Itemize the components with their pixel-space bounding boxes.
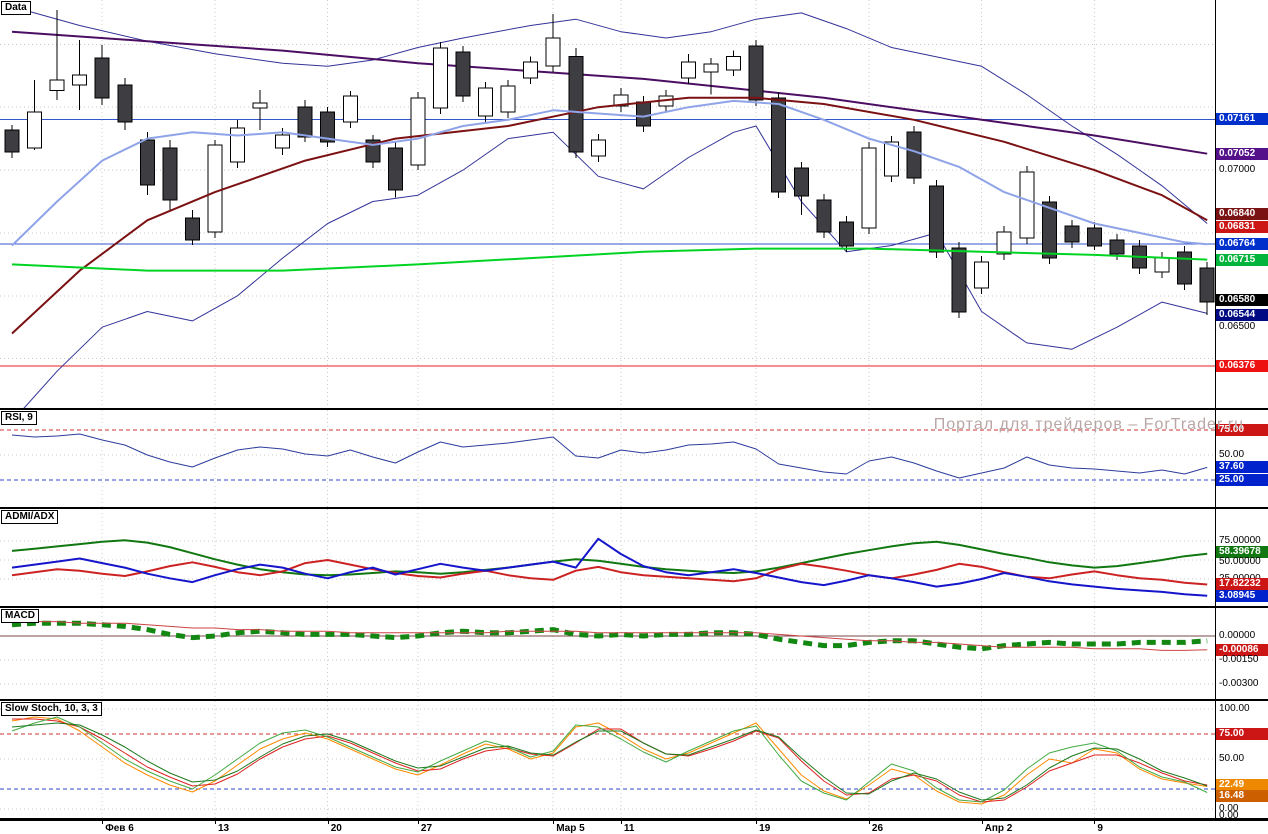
scale-value-tag: 0.07052 bbox=[1216, 147, 1268, 160]
panel-title-rsi: RSI, 9 bbox=[1, 411, 37, 425]
axis-tick-mark bbox=[756, 821, 758, 824]
scale-tick-label: 0.00000 bbox=[1219, 629, 1256, 641]
panel-slow-stoch[interactable]: Slow Stoch, 10, 3, 3 bbox=[0, 701, 1215, 818]
watermark: Портал для трейдеров – ForTrader.ru bbox=[933, 416, 1244, 433]
scale-value-tag: 0.07161 bbox=[1216, 113, 1268, 126]
scale-tick-label: 50.00000 bbox=[1219, 556, 1261, 568]
scale-value-tag: 16.48 bbox=[1216, 789, 1268, 802]
axis-tick-label: 13 bbox=[217, 823, 230, 834]
scale-tick-label: -0.00300 bbox=[1219, 677, 1259, 689]
scale-tick-label: 0.06500 bbox=[1219, 321, 1256, 333]
scale-value-tag: 17.82232 bbox=[1216, 578, 1268, 591]
scale-tick-label: 0.00 bbox=[1219, 810, 1239, 821]
scale-value-tag: 0.06544 bbox=[1216, 309, 1268, 322]
panel-separator[interactable] bbox=[0, 507, 1268, 509]
scale-tick-label: 0.07000 bbox=[1219, 164, 1256, 176]
axis-tick-mark bbox=[620, 821, 622, 824]
axis-tick-label: 9 bbox=[1097, 823, 1103, 834]
adx-canvas bbox=[0, 509, 1215, 606]
scale-value-tag: 3.08945 bbox=[1216, 589, 1268, 602]
scale-value-tag: 75.00 bbox=[1216, 728, 1268, 740]
axis-tick-mark bbox=[1094, 821, 1096, 824]
panel-rsi[interactable]: RSI, 9 bbox=[0, 410, 1215, 507]
scale-value-tag: 0.06840 bbox=[1216, 208, 1268, 221]
panel-admi-adx[interactable]: ADMI/ADX bbox=[0, 509, 1215, 606]
axis-tick-mark bbox=[417, 821, 419, 824]
panel-separator[interactable] bbox=[0, 818, 1268, 820]
time-axis[interactable]: Фев 6 13 20 27 Мар 5 11 19 26 Апр 2 9 bbox=[0, 820, 1268, 834]
axis-tick-label: 26 bbox=[871, 823, 884, 834]
panel-separator[interactable] bbox=[0, 408, 1268, 410]
panel-title-adx: ADMI/ADX bbox=[1, 510, 59, 524]
scale-value-tag: 0.06580 bbox=[1216, 294, 1268, 307]
scale-tick-label: 50.00 bbox=[1219, 753, 1245, 764]
axis-tick-mark bbox=[868, 821, 870, 824]
scale-value-tag: 25.00 bbox=[1216, 474, 1268, 486]
axis-tick-mark bbox=[327, 821, 329, 824]
panel-separator[interactable] bbox=[0, 606, 1268, 608]
price-scale[interactable]: 0.07161 0.07052 0.07000 0.06840 0.06831 0.067… bbox=[1215, 0, 1268, 821]
axis-tick-label: 11 bbox=[623, 823, 635, 834]
scale-tick-label: 75.00000 bbox=[1219, 535, 1261, 547]
scale-tick-label: -0.00150 bbox=[1219, 653, 1259, 665]
axis-tick-mark bbox=[553, 821, 555, 824]
axis-tick-label: Мар 5 bbox=[556, 823, 585, 834]
scale-tick-label: 50.00 bbox=[1219, 449, 1245, 460]
axis-tick-label: Апр 2 bbox=[984, 823, 1013, 834]
scale-value-tag: 37.60 bbox=[1216, 461, 1268, 474]
scale-tick-label: 100.00 bbox=[1219, 703, 1250, 714]
scale-value-tag: 0.06376 bbox=[1216, 360, 1268, 373]
panel-price-chart[interactable]: Data bbox=[0, 0, 1215, 408]
scale-value-tag: 0.06764 bbox=[1216, 238, 1268, 251]
panel-title-stoch: Slow Stoch, 10, 3, 3 bbox=[1, 702, 102, 716]
rsi-canvas bbox=[0, 410, 1215, 507]
axis-tick-mark bbox=[214, 821, 216, 824]
panel-title-macd: MACD bbox=[1, 609, 39, 623]
scale-value-tag: 58.39678 bbox=[1216, 545, 1268, 558]
panel-macd[interactable]: MACD bbox=[0, 608, 1215, 699]
axis-tick-label: 20 bbox=[330, 823, 342, 834]
scale-value-tag: 22.49 bbox=[1216, 778, 1268, 791]
scale-tick-label: 0.00 bbox=[1219, 803, 1239, 814]
panel-separator[interactable] bbox=[0, 699, 1268, 701]
axis-tick-label: Фев 6 bbox=[105, 823, 134, 834]
axis-tick-mark bbox=[981, 821, 983, 824]
axis-tick-mark bbox=[102, 821, 104, 824]
price-chart-canvas bbox=[0, 0, 1215, 408]
axis-tick-label: 19 bbox=[759, 823, 771, 834]
scale-value-tag: 75.00 bbox=[1216, 424, 1268, 436]
macd-canvas bbox=[0, 608, 1215, 699]
scale-value-tag: 0.06831 bbox=[1216, 221, 1268, 234]
axis-tick-label: 27 bbox=[420, 823, 433, 834]
stoch-canvas bbox=[0, 701, 1215, 818]
scale-value-tag: -0.00086 bbox=[1216, 643, 1268, 656]
scale-value-tag: 0.06715 bbox=[1216, 253, 1268, 266]
panel-title-data: Data bbox=[1, 1, 31, 15]
